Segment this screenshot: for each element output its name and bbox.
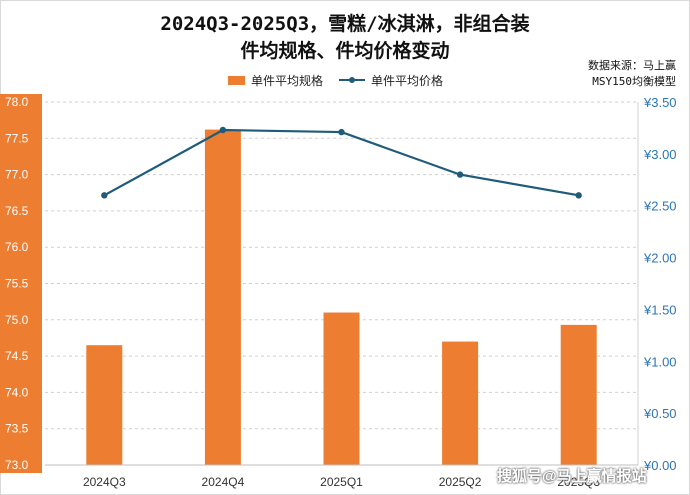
right-axis-tick-label: ¥2.50 xyxy=(643,199,677,214)
data-source-note: 数据来源：马上赢 xyxy=(588,59,676,72)
right-axis-tick-label: ¥0.50 xyxy=(643,406,677,421)
price-point xyxy=(219,126,227,134)
chart-title-line-1: 2024Q3-2025Q3，雪糕/冰淇淋，非组合装 xyxy=(160,13,530,35)
price-line xyxy=(103,128,579,197)
left-axis-background xyxy=(0,94,42,473)
legend-item-line: 单件平均价格 xyxy=(339,72,443,89)
chart-title-line-2: 件均规格、件均价格变动 xyxy=(240,40,450,62)
price-point xyxy=(101,192,108,199)
price-point xyxy=(338,128,345,136)
left-axis-tick-label: 73.0 xyxy=(5,458,29,472)
x-axis-tick-label: 2025Q1 xyxy=(320,475,363,489)
left-axis-tick-label: 74.0 xyxy=(5,385,29,399)
x-axis-tick-label: 2024Q3 xyxy=(83,475,126,489)
legend-bar-label: 单件平均规格 xyxy=(251,73,324,88)
x-axis-tick-label: 2025Q3 xyxy=(557,475,600,489)
bar xyxy=(560,324,597,465)
right-axis-tick-label: ¥0.00 xyxy=(643,458,677,473)
right-axis-tick-label: ¥3.50 xyxy=(643,95,677,110)
right-axis-tick-label: ¥2.00 xyxy=(643,251,677,266)
left-axis-tick-label: 75.0 xyxy=(5,313,29,327)
bar xyxy=(442,341,479,465)
left-axis-tick-label: 76.5 xyxy=(5,204,29,218)
left-axis-tick-label: 73.5 xyxy=(5,422,29,436)
right-axis-tick-label: ¥1.00 xyxy=(643,354,677,369)
x-axis-tick-label: 2025Q2 xyxy=(439,475,482,489)
bar xyxy=(323,312,360,465)
model-note: MSY150均衡模型 xyxy=(592,75,676,88)
right-axis-tick-label: ¥3.00 xyxy=(643,147,677,162)
legend: 单件平均规格 单件平均价格 xyxy=(228,72,459,88)
bar xyxy=(204,129,241,465)
price-point xyxy=(456,171,464,178)
left-axis-tick-label: 76.0 xyxy=(5,240,29,254)
legend-line-label: 单件平均价格 xyxy=(371,73,444,88)
price-point xyxy=(575,192,582,199)
right-axis-tick-label: ¥1.50 xyxy=(643,302,677,317)
legend-bar-swatch xyxy=(228,75,245,85)
watermark: 搜狐号@马上赢情报站 xyxy=(497,468,647,485)
left-axis-tick-label: 77.0 xyxy=(5,168,29,182)
legend-line-swatch xyxy=(339,77,366,83)
left-axis-tick-label: 74.5 xyxy=(5,349,29,363)
bar xyxy=(86,345,123,465)
x-axis-tick-label: 2024Q4 xyxy=(202,475,245,489)
legend-item-bar: 单件平均规格 xyxy=(228,72,323,89)
left-axis-tick-label: 75.5 xyxy=(5,277,29,291)
left-axis-tick-label: 78.0 xyxy=(5,95,29,109)
left-axis-tick-label: 77.5 xyxy=(5,131,29,145)
